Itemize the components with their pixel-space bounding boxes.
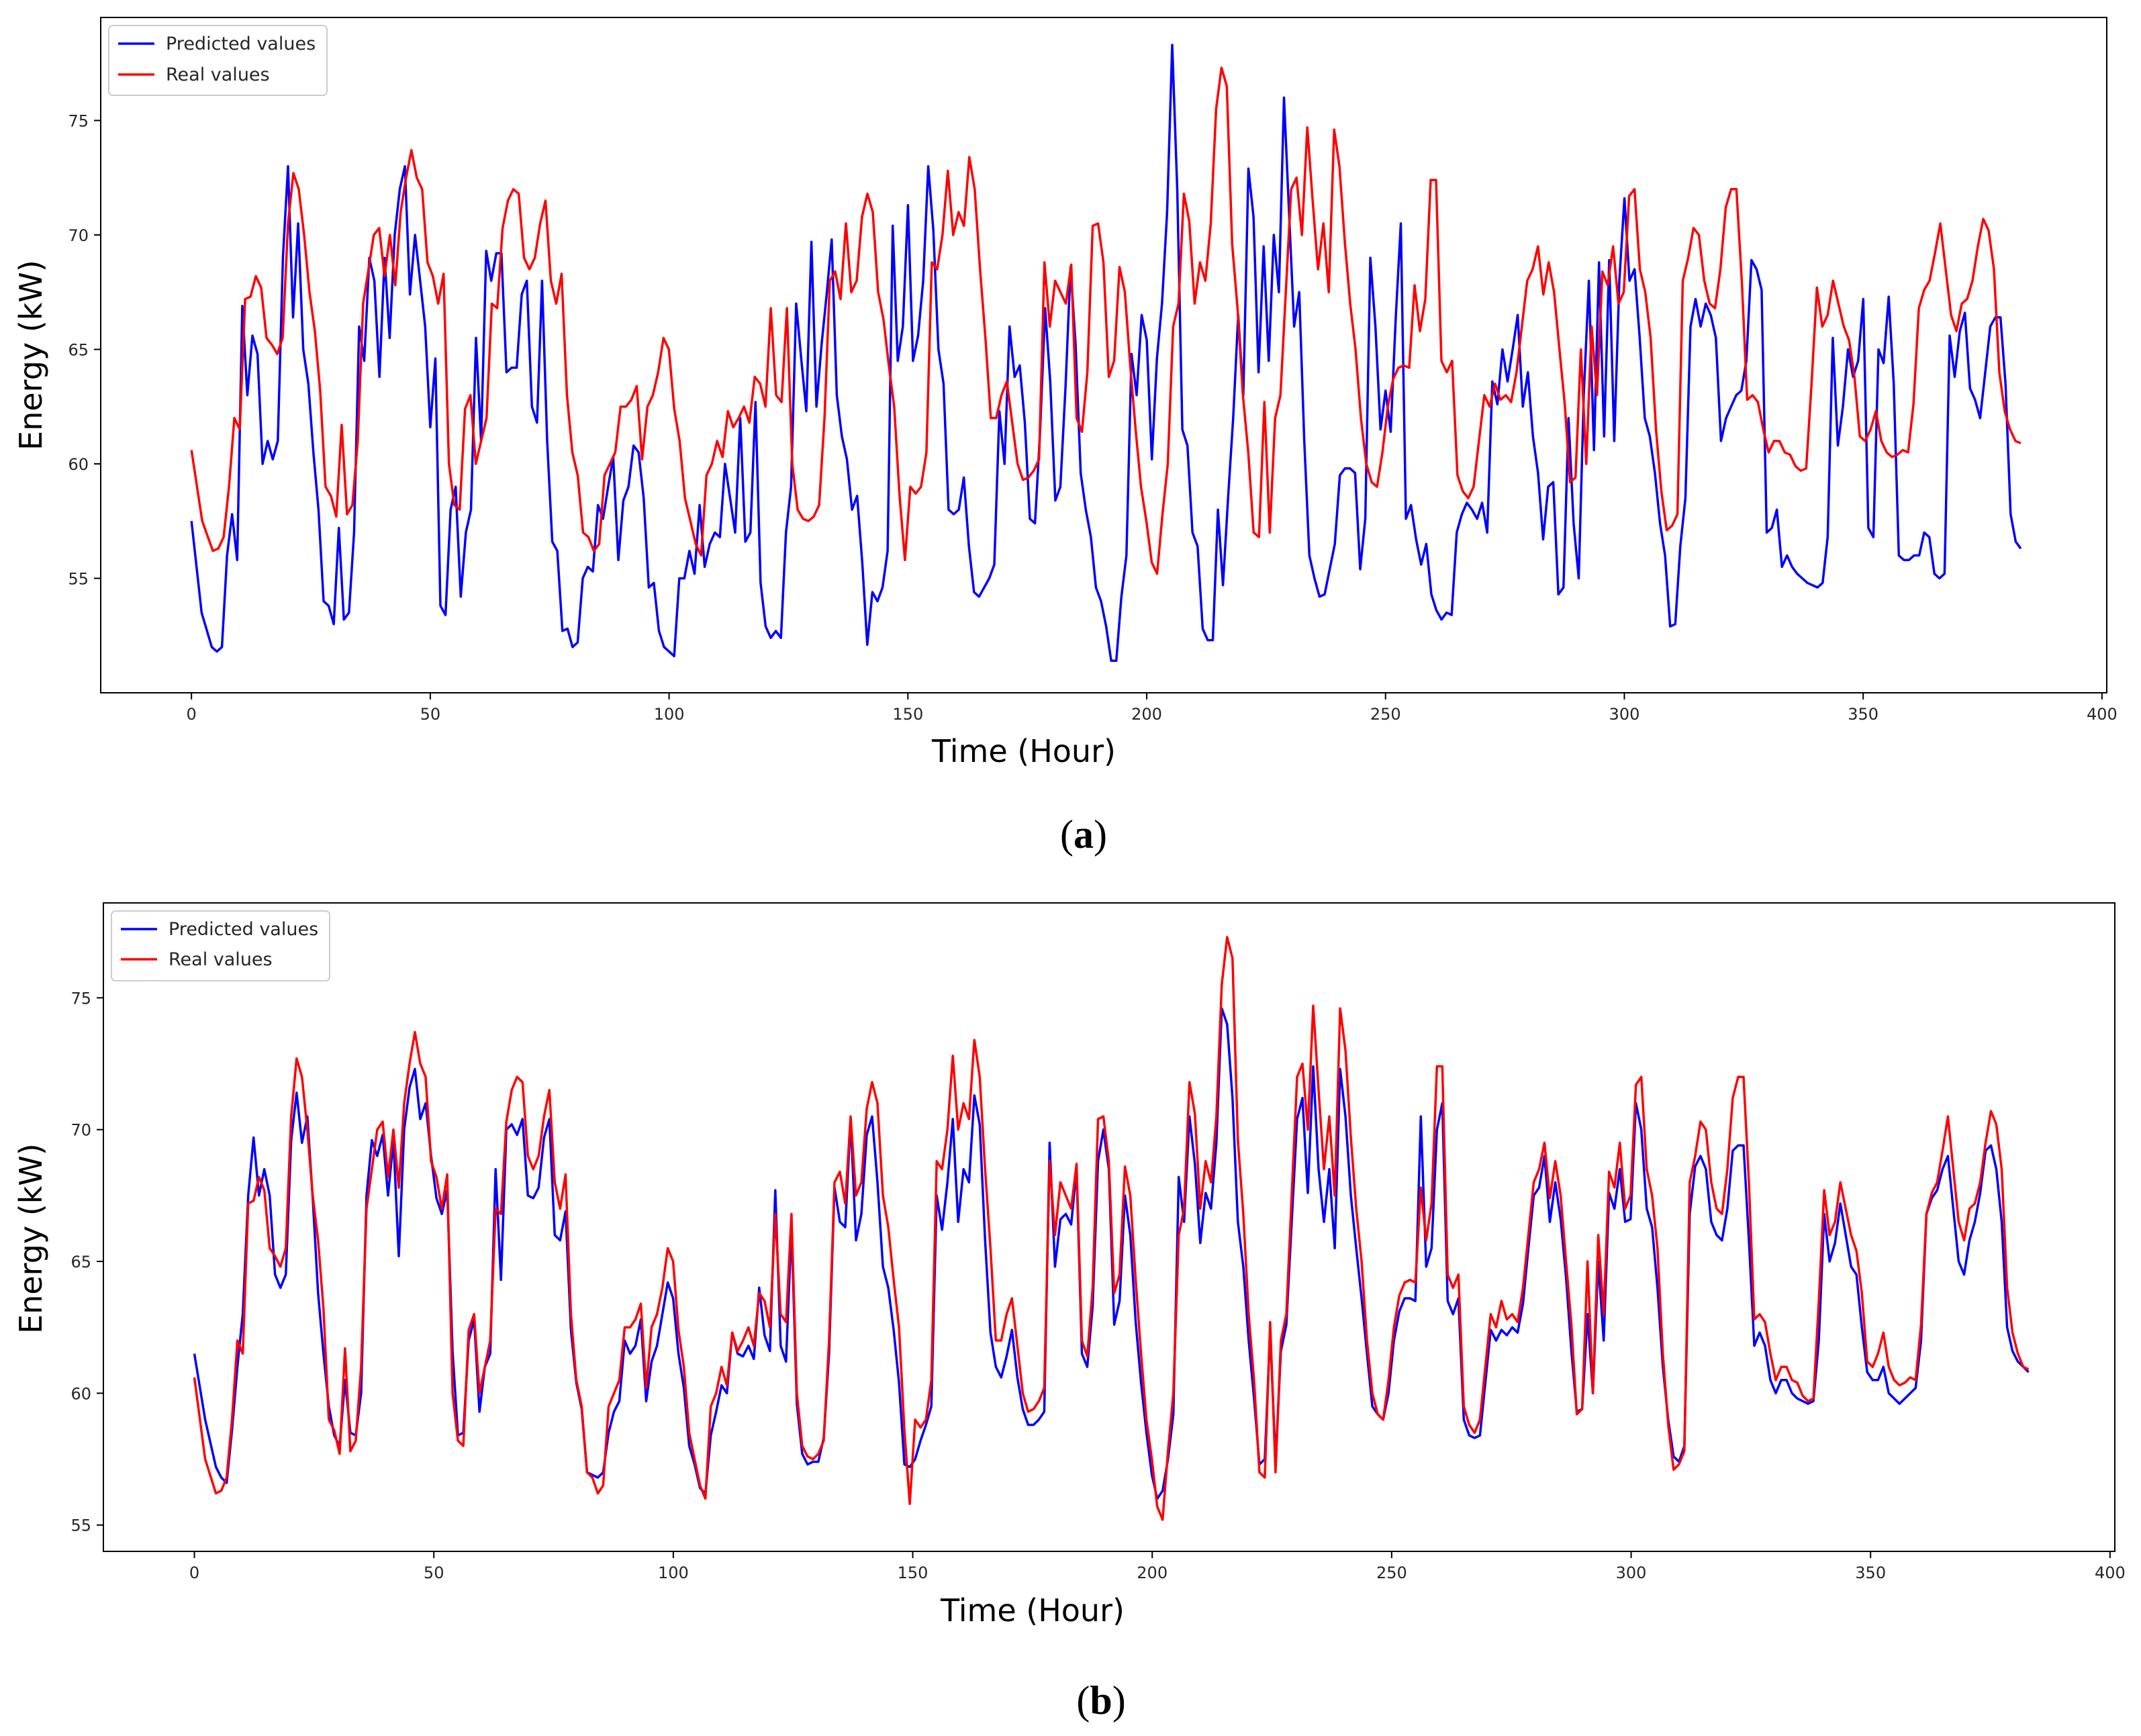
- x-tick-label-a-50: 50: [420, 705, 441, 724]
- x-tick-label-a-400: 400: [2087, 705, 2118, 724]
- x-axis-label-b: Time (Hour): [940, 1592, 1125, 1629]
- chart-panel-a: 0 50 100 150 200 250 300 350 400 55 60 65 70 75 Time…: [13, 17, 2118, 857]
- legend-label-predicted-a: Predicted values: [166, 34, 316, 54]
- series-lines-b: [193, 936, 2030, 1521]
- y-tick-label-a-70: 70: [68, 226, 89, 245]
- y-tick-label-b-60: 60: [70, 1384, 91, 1403]
- x-tick-label-b-50: 50: [424, 1563, 444, 1582]
- real-values-line-a: [190, 66, 2021, 575]
- legend-label-predicted-b: Predicted values: [169, 919, 318, 940]
- x-tick-label-a-350: 350: [1848, 705, 1878, 724]
- y-axis-ticks-a: 55 60 65 70 75: [68, 111, 101, 588]
- y-tick-label-b-55: 55: [70, 1516, 91, 1535]
- x-tick-label-b-200: 200: [1137, 1563, 1168, 1582]
- x-tick-label-b-150: 150: [898, 1563, 929, 1582]
- series-lines-a: [190, 44, 2022, 663]
- panel-label-close-b: ): [1112, 1678, 1126, 1723]
- panel-label-letter-a: a: [1074, 812, 1094, 857]
- panel-label-open-b: (: [1076, 1678, 1090, 1723]
- x-tick-label-a-300: 300: [1609, 705, 1640, 724]
- plot-frame-b: [103, 902, 2115, 1552]
- y-tick-label-a-65: 65: [68, 340, 89, 359]
- legend-label-real-a: Real values: [166, 64, 270, 85]
- x-tick-label-a-150: 150: [892, 705, 923, 724]
- panel-label-open-a: (: [1060, 812, 1074, 857]
- y-axis-label-b: Energy (kW): [13, 1143, 49, 1334]
- x-axis-ticks-b: 0 50 100 150 200 250 300 350 400: [189, 1551, 2126, 1582]
- plot-frame-a: [100, 17, 2107, 693]
- x-tick-label-a-100: 100: [654, 705, 685, 724]
- y-tick-label-a-55: 55: [68, 569, 89, 588]
- x-tick-label-a-250: 250: [1370, 705, 1401, 724]
- y-tick-label-b-75: 75: [70, 989, 91, 1008]
- y-tick-label-a-75: 75: [68, 111, 89, 130]
- panel-label-a: (a): [1060, 812, 1107, 857]
- legend-box-b: [111, 910, 330, 981]
- x-tick-label-b-300: 300: [1616, 1563, 1647, 1582]
- y-tick-label-a-60: 60: [68, 455, 89, 474]
- x-axis-label-a: Time (Hour): [931, 733, 1116, 769]
- x-tick-label-a-0: 0: [187, 705, 197, 724]
- x-tick-label-b-350: 350: [1855, 1563, 1886, 1582]
- chart-panel-b: 0 50 100 150 200 250 300 350 400 55 60 65 70 75 Time…: [13, 902, 2126, 1723]
- panel-label-letter-b: b: [1090, 1678, 1112, 1723]
- predicted-values-line-a: [190, 44, 2022, 663]
- legend-b: Predicted values Real values: [111, 910, 330, 981]
- panel-label-close-a: ): [1094, 812, 1107, 857]
- x-tick-label-b-0: 0: [189, 1563, 199, 1582]
- y-tick-label-b-65: 65: [70, 1253, 91, 1271]
- legend-label-real-b: Real values: [169, 949, 273, 970]
- legend-a: Predicted values Real values: [108, 25, 328, 96]
- legend-box-a: [108, 25, 328, 96]
- x-tick-label-a-200: 200: [1131, 705, 1162, 724]
- x-tick-label-b-250: 250: [1376, 1563, 1407, 1582]
- x-axis-ticks-a: 0 50 100 150 200 250 300 350 400: [187, 693, 2118, 724]
- real-values-line-b: [193, 936, 2030, 1521]
- y-axis-label-a: Energy (kW): [13, 260, 49, 450]
- y-axis-ticks-b: 55 60 65 70 75: [70, 989, 103, 1535]
- predicted-values-line-b: [193, 1007, 2030, 1500]
- x-tick-label-b-400: 400: [2095, 1563, 2126, 1582]
- y-tick-label-b-70: 70: [70, 1121, 91, 1140]
- panel-label-b: (b): [1076, 1678, 1125, 1723]
- x-tick-label-b-100: 100: [658, 1563, 689, 1582]
